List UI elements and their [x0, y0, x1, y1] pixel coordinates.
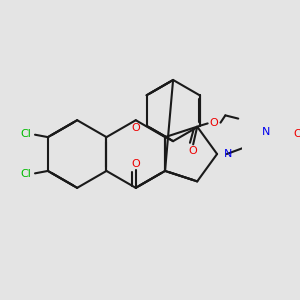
Text: O: O [210, 118, 218, 128]
Text: O: O [294, 129, 300, 139]
Text: Cl: Cl [20, 169, 31, 179]
Text: O: O [131, 159, 140, 169]
Text: O: O [131, 123, 140, 133]
Text: N: N [224, 149, 232, 159]
Text: N: N [262, 127, 271, 137]
Text: O: O [189, 146, 198, 156]
Text: Cl: Cl [20, 129, 31, 139]
